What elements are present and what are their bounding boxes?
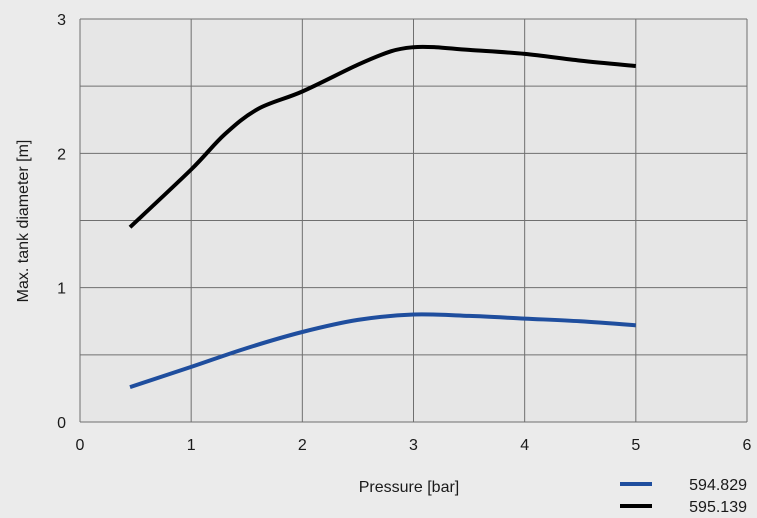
x-tick-label: 2: [298, 437, 307, 454]
legend-label-2: 595.139: [689, 499, 747, 516]
x-tick-label: 0: [76, 437, 85, 454]
x-tick-label: 3: [409, 437, 418, 454]
series-line-1: [129, 312, 636, 389]
series-lines: [128, 44, 636, 389]
y-tick-label: 1: [57, 281, 66, 298]
x-tick-label: 5: [631, 437, 640, 454]
x-axis-title: Pressure [bar]: [359, 479, 459, 496]
legend: 594.829 595.139: [620, 477, 747, 516]
x-tick-label: 1: [187, 437, 196, 454]
y-tick-label: 2: [57, 146, 66, 163]
y-tick-label: 0: [57, 415, 66, 432]
grid: [79, 18, 748, 423]
y-tick-label: 3: [57, 12, 66, 29]
tick-labels: 0 1 2 3 4 5 6 0 1 2 3: [57, 12, 751, 454]
legend-label-1: 594.829: [689, 477, 747, 494]
series-line-2: [128, 44, 636, 229]
x-tick-label: 4: [520, 437, 529, 454]
x-tick-label: 6: [743, 437, 752, 454]
y-axis-title: Max. tank diameter [m]: [15, 140, 32, 303]
